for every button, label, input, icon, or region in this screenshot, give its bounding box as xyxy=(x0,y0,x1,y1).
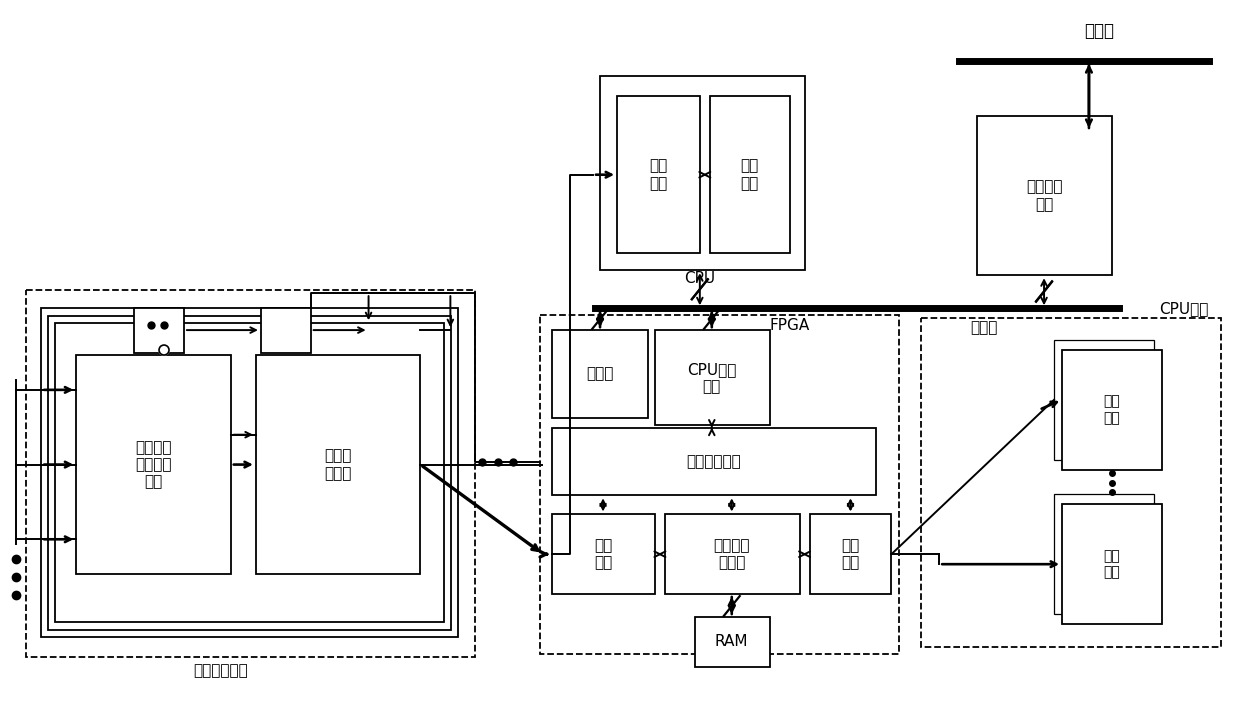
Text: FPGA: FPGA xyxy=(769,318,810,333)
Text: 外总线: 外总线 xyxy=(1084,22,1114,41)
Bar xyxy=(1062,504,1162,624)
Text: 随机存储
器驱动: 随机存储 器驱动 xyxy=(714,538,750,570)
Bar xyxy=(260,308,311,353)
Bar xyxy=(540,315,900,654)
Bar xyxy=(41,308,458,637)
Bar xyxy=(553,514,655,594)
Text: 模数转换模块: 模数转换模块 xyxy=(193,663,248,678)
Text: 看门狗: 看门狗 xyxy=(586,366,613,381)
Text: CPU总线: CPU总线 xyxy=(1158,301,1208,316)
Bar xyxy=(1054,340,1154,459)
Bar xyxy=(1062,350,1162,469)
Text: 采集读取控制: 采集读取控制 xyxy=(686,454,741,469)
Bar xyxy=(665,514,799,594)
Bar xyxy=(134,308,183,353)
Text: 总线桥接
模块: 总线桥接 模块 xyxy=(1026,179,1062,212)
Bar xyxy=(48,316,451,630)
Text: 采集
驱动: 采集 驱动 xyxy=(593,538,612,570)
Bar xyxy=(553,428,876,496)
Bar xyxy=(655,330,769,424)
Text: CPU总线
接口: CPU总线 接口 xyxy=(688,362,736,394)
Bar xyxy=(255,355,420,574)
Bar xyxy=(26,290,476,657)
Text: 命令
解码: 命令 解码 xyxy=(741,159,758,191)
Text: 数据
组帧: 数据 组帧 xyxy=(649,159,667,191)
Circle shape xyxy=(159,345,169,355)
Bar xyxy=(553,330,648,418)
Bar xyxy=(695,617,769,667)
Text: CPU: CPU xyxy=(684,271,715,286)
Bar xyxy=(617,96,700,253)
Text: 模拟多路
转换切换
开关: 模拟多路 转换切换 开关 xyxy=(135,439,171,489)
Bar xyxy=(809,514,891,594)
Text: 闪存组: 闪存组 xyxy=(970,321,997,336)
Text: 闪存
芯片: 闪存 芯片 xyxy=(1104,395,1120,425)
Text: RAM: RAM xyxy=(715,634,748,649)
Bar xyxy=(922,318,1220,647)
Bar xyxy=(600,76,804,270)
Bar xyxy=(77,355,230,574)
Bar xyxy=(978,116,1111,275)
Bar xyxy=(710,96,789,253)
Text: 闪存
芯片: 闪存 芯片 xyxy=(1104,549,1120,579)
Text: 模数转
换芯片: 模数转 换芯片 xyxy=(323,449,352,481)
Bar xyxy=(1054,494,1154,614)
Bar xyxy=(56,323,445,622)
Text: 闪存
驱动: 闪存 驱动 xyxy=(841,538,860,570)
